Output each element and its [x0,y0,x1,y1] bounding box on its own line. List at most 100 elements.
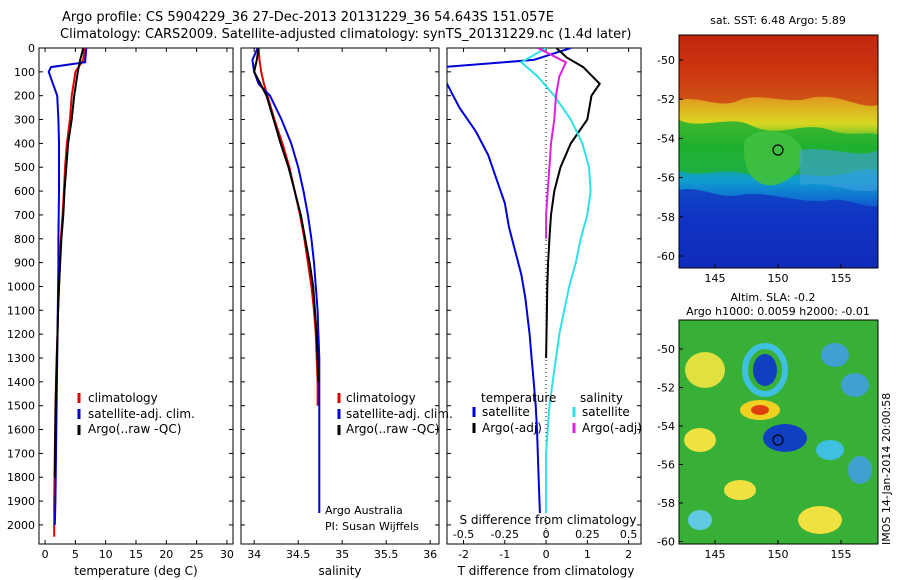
x2-tick-label: 0 [543,528,550,541]
series-line-argo-adj- [545,48,601,359]
legend-header-salinity: salinity [580,391,623,405]
x2-tick-label: 0.5 [620,528,638,541]
x2-tick-label: 0.25 [575,528,600,541]
salinity-panel-frame [240,47,440,545]
x-tick-label: 10 [99,548,113,561]
x2-tick-label: -0.5 [453,528,474,541]
series-line-argo-raw-qc- [253,48,320,382]
series-line-argo-adj- [537,48,568,239]
y-tick-label: 1900 [7,495,35,508]
x-tick-label: 5 [72,548,79,561]
x-tick-label: 0 [42,548,49,561]
legend-label-s-satellite: satellite [582,405,630,419]
y-tick-label: 2000 [7,519,35,532]
argo-location-marker [772,434,784,446]
sla-map: Altim. SLA: -0.2 Argo h1000: 0.0059 h200… [657,291,879,561]
x-axis-label-t-difference: T difference from climatology [457,564,635,578]
y-tick-label: 200 [14,90,35,103]
map-y-tick-label: -56 [657,459,675,472]
series-line-satellite [519,48,592,513]
y-tick-label: 400 [14,137,35,150]
x-tick-label: 20 [159,548,173,561]
temperature-legend: climatology satellite-adj. clim. Argo(..… [77,391,195,436]
temperature-panel-frame [38,47,234,545]
map-y-tick-label: -56 [657,172,675,185]
map-x-tick-label: 145 [705,548,726,561]
map-y-tick-label: -50 [657,343,675,356]
y-tick-label: 800 [14,233,35,246]
annotation-argo-australia: Argo Australia [325,504,403,517]
legend-label-argo: Argo(..raw -QC) [88,422,181,436]
x-tick-label: 36 [423,548,437,561]
y-tick-label: 1800 [7,471,35,484]
map-y-tick-label: -52 [657,93,675,106]
legend-label-s-argo: Argo(-adj) [582,421,642,435]
legend-label-t-satellite: satellite [482,405,530,419]
x-tick-label: 35.5 [374,548,399,561]
x-tick-label: 15 [129,548,143,561]
y-tick-label: 700 [14,209,35,222]
x-tick-label: 25 [190,548,204,561]
x-tick-label: 35 [335,548,349,561]
series-line-satellite-adj-clim- [251,48,321,513]
map-y-tick-label: -60 [657,536,675,549]
x2-tick-label: -0.25 [491,528,519,541]
x-axis-label-salinity: salinity [318,564,361,578]
map-y-tick-label: -50 [657,54,675,67]
sst-map-title: sat. SST: 6.48 Argo: 5.89 [710,14,846,27]
y-tick-label: 1300 [7,352,35,365]
legend-label-climatology: climatology [88,391,158,405]
x-tick-label: -2 [458,548,469,561]
y-tick-label: 1600 [7,424,35,437]
difference-panel-frame [446,47,642,545]
legend-label-argo: Argo(..raw -QC) [346,422,439,436]
y-tick-label: 1200 [7,328,35,341]
figure-title-line2: Climatology: CARS2009. Satellite-adjuste… [60,27,632,42]
map-y-tick-label: -54 [657,132,675,145]
y-tick-label: 900 [14,257,35,270]
map-y-tick-label: -52 [657,382,675,395]
sla-map-title-line1: Altim. SLA: -0.2 [730,291,815,304]
x2-axis-label-s-difference: S difference from climatology [460,513,637,527]
figure-title-line1: Argo profile: CS 5904229_36 27-Dec-2013 … [62,10,554,25]
y-tick-label: 0 [28,42,35,55]
sst-map: sat. SST: 6.48 Argo: 5.89 -50 -52 -54 -56 -5… [657,14,879,285]
series-line-satellite [447,48,572,514]
legend-label-t-argo: Argo(-adj) [482,421,542,435]
map-x-tick-label: 155 [831,548,852,561]
map-y-tick-label: -60 [657,250,675,263]
series-line-argo-raw-qc- [53,48,85,478]
difference-legend: temperature salinity satellite Argo(-adj… [472,391,642,435]
argo-location-marker [772,144,784,156]
legend-header-temperature: temperature [481,391,556,405]
salinity-legend: climatology satellite-adj. clim. Argo(..… [325,391,453,533]
annotation-pi: PI: Susan Wijffels [325,520,419,533]
y-tick-label: 1400 [7,376,35,389]
y-tick-label: 1700 [7,447,35,460]
map-x-tick-label: 150 [768,548,789,561]
map-x-tick-label: 155 [831,272,852,285]
x-tick-label: -1 [499,548,510,561]
y-tick-label: 1500 [7,400,35,413]
x-tick-label: 30 [220,548,234,561]
x-tick-label: 1 [584,548,591,561]
x-axis-label-temperature: temperature (deg C) [74,564,197,578]
map-y-tick-label: -54 [657,420,675,433]
legend-label-satellite: satellite-adj. clim. [88,407,195,421]
timestamp: IMOS 14-Jan-2014 20:00:58 [880,393,893,545]
map-y-tick-label: -58 [657,497,675,510]
x-tick-label: 2 [625,548,632,561]
sla-map-title-line2: Argo h1000: 0.0059 h2000: -0.01 [686,305,870,318]
map-x-tick-label: 145 [705,272,726,285]
legend-label-satellite: satellite-adj. clim. [346,407,453,421]
x-tick-label: 0 [543,548,550,561]
y-tick-label: 500 [14,161,35,174]
y-tick-label: 300 [14,114,35,127]
y-tick-label: 1000 [7,280,35,293]
x-tick-label: 34 [247,548,261,561]
y-tick-label: 100 [14,66,35,79]
legend-label-climatology: climatology [346,391,416,405]
y-tick-label: 600 [14,185,35,198]
map-x-tick-label: 150 [768,272,789,285]
